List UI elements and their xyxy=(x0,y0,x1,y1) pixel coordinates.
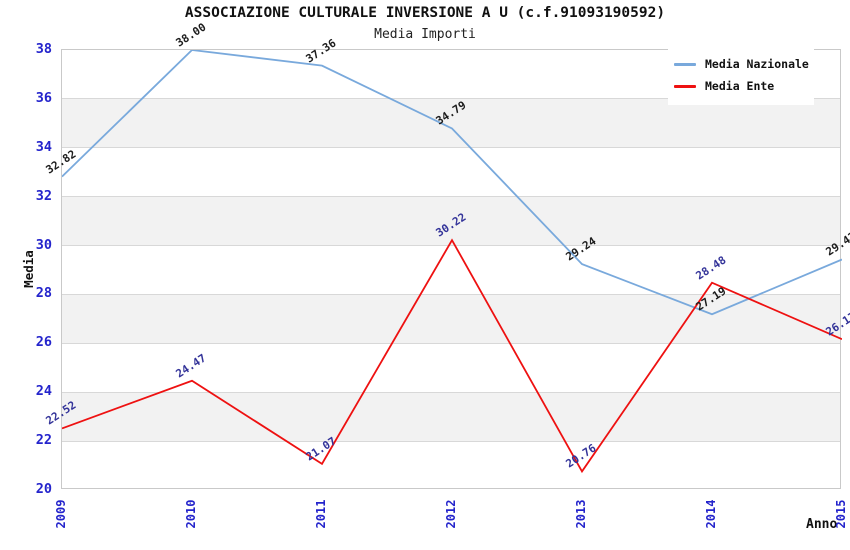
gridline xyxy=(62,293,840,295)
x-tick-label: 2014 xyxy=(704,499,718,529)
plot-area xyxy=(61,49,842,489)
gridline xyxy=(62,98,840,100)
x-tick-label: 2009 xyxy=(54,499,68,529)
gridline xyxy=(62,391,840,393)
gridline xyxy=(62,342,840,344)
plot-band xyxy=(62,392,840,442)
y-tick-label: 30 xyxy=(35,236,52,253)
legend-item-media-ente: Media Ente xyxy=(674,75,814,97)
y-tick-label: 36 xyxy=(35,89,52,106)
x-tick-label: 2010 xyxy=(184,499,198,529)
gridline xyxy=(62,440,840,442)
line-swatch-icon xyxy=(674,62,696,66)
legend: Media Nazionale Media Ente xyxy=(668,47,814,105)
x-axis-title: Anno xyxy=(806,517,838,532)
y-tick-label: 28 xyxy=(35,285,52,302)
x-tick-label: 2011 xyxy=(314,499,328,529)
series-line-media-nazionale xyxy=(62,50,842,316)
line-swatch-icon xyxy=(674,84,696,88)
gridline xyxy=(62,196,840,198)
series-canvas xyxy=(62,50,842,474)
y-tick-label: 22 xyxy=(35,432,52,449)
gridline xyxy=(62,147,840,149)
x-tick-label: 2013 xyxy=(574,499,588,529)
y-tick-label: 20 xyxy=(35,481,52,497)
y-tick-label: 26 xyxy=(35,334,52,351)
plot-band xyxy=(62,294,840,344)
y-tick-label: 34 xyxy=(35,138,52,155)
legend-item-media-nazionale: Media Nazionale xyxy=(674,53,814,75)
chart-subtitle: Media Importi xyxy=(374,27,476,42)
legend-label: Media Nazionale xyxy=(705,57,809,71)
x-tick-label: 2012 xyxy=(444,499,458,529)
y-tick-label: 38 xyxy=(35,41,52,57)
plot-band xyxy=(62,98,840,148)
plot-band xyxy=(62,196,840,246)
x-tick-label: 2015 xyxy=(834,499,848,529)
gridline xyxy=(62,245,840,247)
y-tick-label: 32 xyxy=(35,187,52,204)
legend-label: Media Ente xyxy=(705,79,775,93)
chart-title: ASSOCIAZIONE CULTURALE INVERSIONE A U (c… xyxy=(184,5,666,21)
series-line-media-ente xyxy=(62,238,842,474)
y-tick-label: 24 xyxy=(35,383,52,400)
